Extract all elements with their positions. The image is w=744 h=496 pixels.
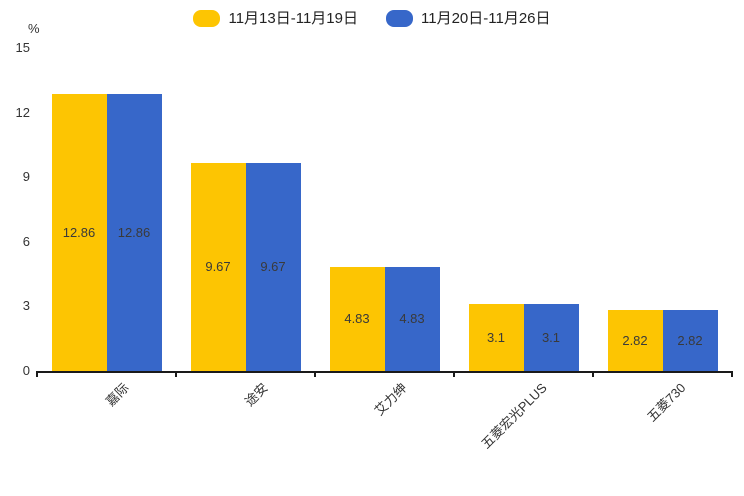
x-axis-category-label: 嘉际 [103, 380, 133, 410]
legend-swatch-yellow [193, 9, 221, 27]
y-axis-tick-label: 9 [22, 169, 30, 185]
x-axis-category-label: 五菱宏光PLUS [477, 380, 550, 452]
y-axis-tick-label: 12 [15, 104, 30, 120]
bar-week1 [51, 94, 107, 371]
y-axis-tick-label: 0 [22, 363, 30, 378]
legend: 11月13日-11月19日 11月20日-11月26日 [0, 8, 744, 28]
x-axis-tick [175, 371, 177, 377]
x-axis-tick [731, 371, 733, 377]
bar-week1 [468, 304, 524, 371]
x-axis-tick [453, 371, 455, 377]
bar-week1 [190, 162, 246, 371]
x-axis-tick [36, 371, 38, 377]
legend-label-week2: 11月20日-11月26日 [421, 9, 551, 27]
legend-label-week1: 11月13日-11月19日 [228, 9, 358, 27]
bar-week2 [106, 94, 162, 371]
x-axis-category-label: 五菱730 [643, 380, 689, 425]
bar-week2 [245, 162, 301, 371]
x-axis-category-label: 途安 [242, 380, 272, 410]
x-axis-tick [314, 371, 316, 377]
x-axis-tick [592, 371, 594, 377]
y-axis-unit-label: % [28, 21, 40, 36]
bar-week1 [607, 310, 663, 371]
legend-item-week2[interactable]: 11月20日-11月26日 [386, 9, 551, 27]
x-axis-line [37, 371, 733, 373]
legend-swatch-blue [386, 9, 413, 27]
bar-week2 [523, 304, 579, 371]
y-axis-tick-label: 6 [22, 233, 30, 249]
bar-week2 [384, 266, 440, 371]
y-axis-tick-label: 3 [22, 298, 30, 314]
bar-week2 [662, 310, 718, 371]
y-axis-tick-label: 15 [15, 40, 30, 55]
bar-week1 [329, 266, 385, 371]
legend-item-week1[interactable]: 11月13日-11月19日 [193, 9, 358, 27]
x-axis-category-label: 艾力绅 [372, 380, 411, 419]
